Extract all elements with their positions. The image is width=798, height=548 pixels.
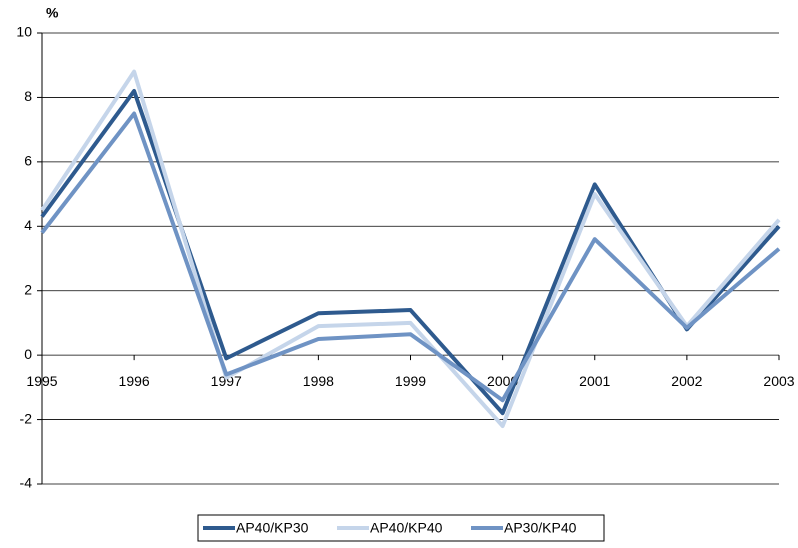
x-tick-label: 1999 [395, 373, 426, 389]
legend-label: AP30/KP40 [504, 520, 577, 536]
y-tick-label: 8 [24, 88, 32, 104]
y-tick-label: -4 [20, 475, 33, 491]
x-tick-label: 2002 [671, 373, 702, 389]
y-tick-label: -2 [20, 410, 33, 426]
legend-label: AP40/KP40 [370, 520, 443, 536]
x-tick-label: 1997 [211, 373, 242, 389]
y-tick-label: 6 [24, 153, 32, 169]
legend: AP40/KP30 AP40/KP40 AP30/KP40 [197, 514, 605, 542]
data-line [40, 69, 781, 429]
x-tick-label: 1996 [119, 373, 150, 389]
data-line [40, 111, 781, 403]
y-tick-label: 4 [24, 217, 32, 233]
y-tick-label: 10 [16, 24, 32, 40]
x-tick-label: 2001 [579, 373, 610, 389]
y-axis-label: % [46, 5, 59, 21]
y-tick-label: 0 [24, 346, 32, 362]
y-tick-label: 2 [24, 281, 32, 297]
x-tick-label: 2003 [763, 373, 794, 389]
x-tick-label: 1995 [26, 373, 57, 389]
legend-label: AP40/KP30 [236, 520, 309, 536]
legend-box [197, 514, 605, 542]
x-tick-label: 1998 [303, 373, 334, 389]
